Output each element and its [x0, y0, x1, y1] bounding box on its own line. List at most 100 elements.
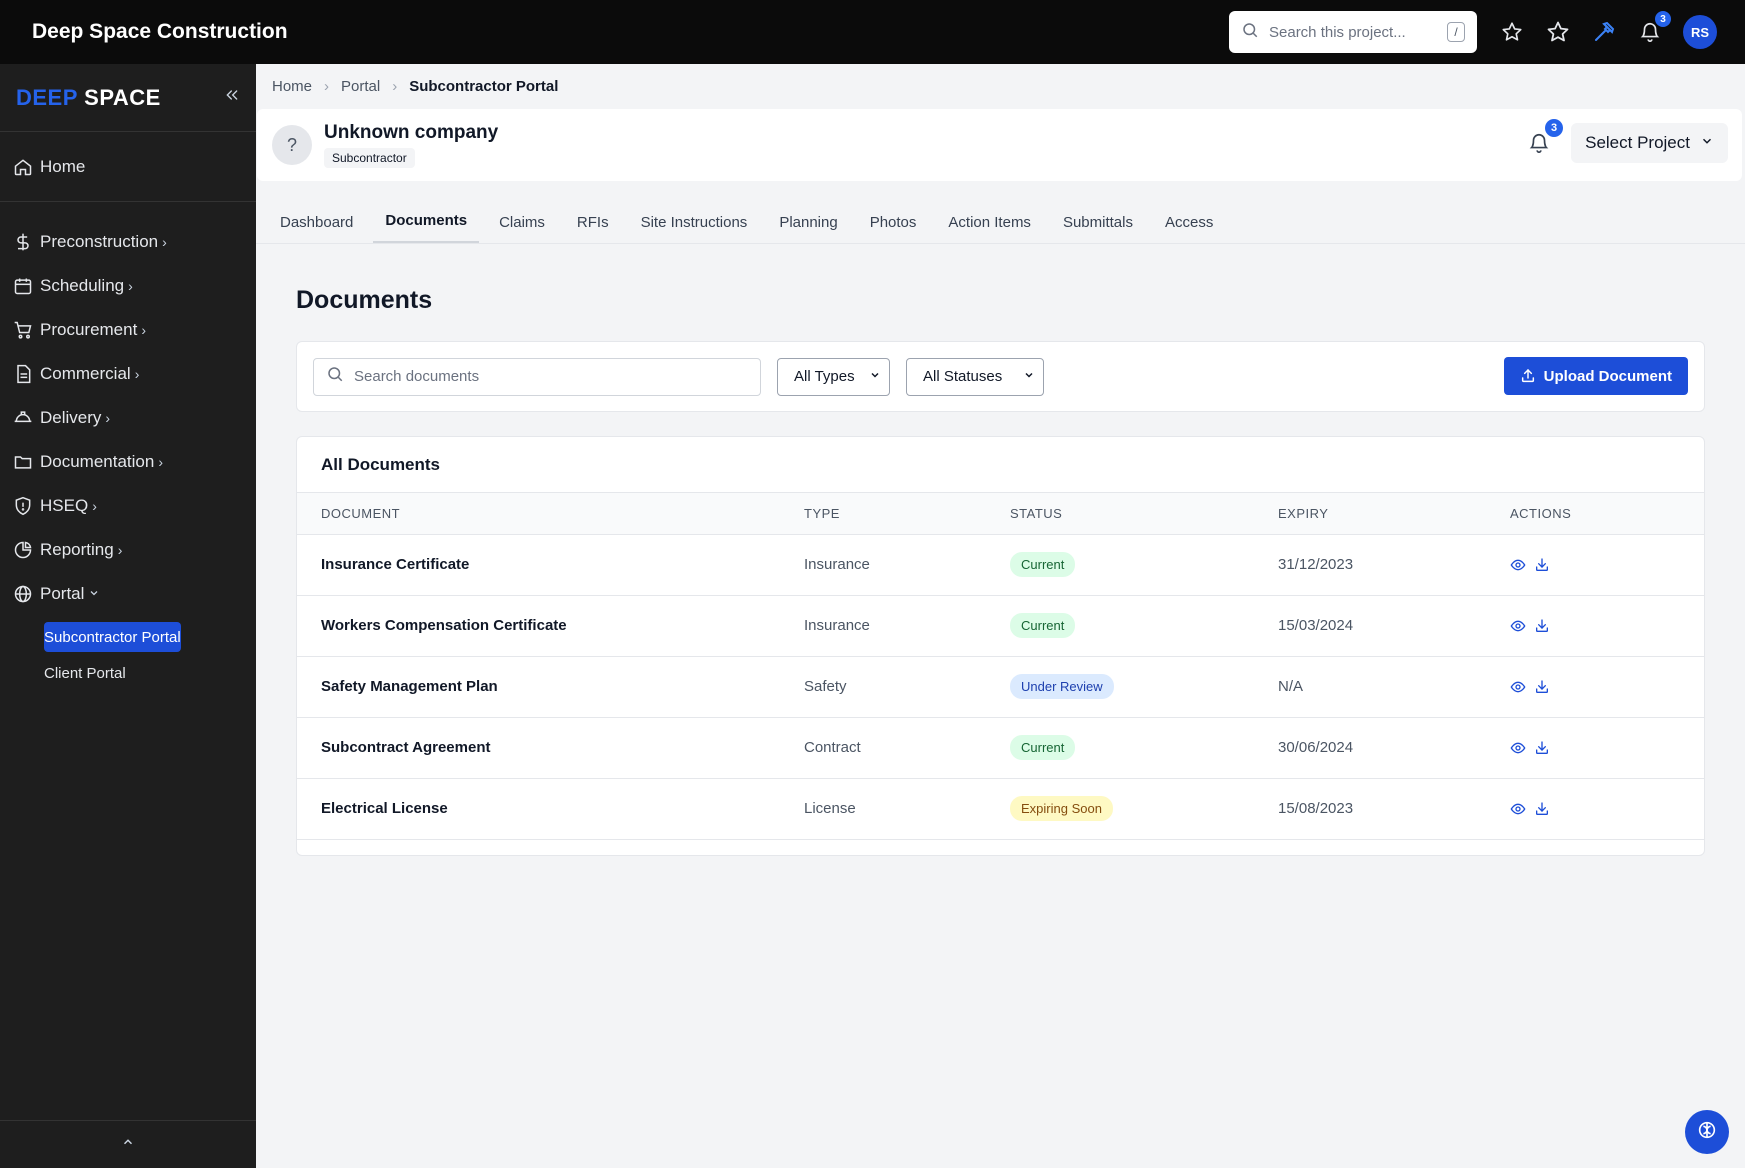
sidebar-item-delivery[interactable]: Delivery ›: [0, 396, 256, 440]
breadcrumb-home[interactable]: Home: [272, 77, 313, 95]
view-eye-icon[interactable]: [1510, 679, 1526, 695]
breadcrumb: Home › Portal › Subcontractor Portal: [256, 64, 1745, 108]
hammer-icon[interactable]: [1591, 19, 1617, 45]
chevron-down-icon: [869, 368, 881, 385]
document-name-cell: Subcontract Agreement: [321, 739, 491, 756]
sidebar-item-portal[interactable]: Portal: [0, 572, 256, 616]
assistant-fab-button[interactable]: [1685, 1110, 1729, 1154]
select-project-label: Select Project: [1585, 133, 1690, 152]
column-header-document: DOCUMENT: [321, 505, 401, 521]
sidebar-item-label: Commercial: [40, 364, 131, 383]
table-title: All Documents: [297, 437, 1704, 493]
upload-document-button[interactable]: Upload Document: [1503, 357, 1688, 395]
table-row[interactable]: Subcontract Agreement Contract Current 30/0…: [297, 717, 1704, 778]
table-row[interactable]: Electrical License License Expiring Soon 15…: [297, 778, 1704, 839]
column-header-actions: ACTIONS: [1510, 505, 1572, 521]
tab-access[interactable]: Access: [1164, 214, 1214, 231]
select-project-dropdown[interactable]: Select Project: [1571, 123, 1728, 163]
view-eye-icon[interactable]: [1510, 557, 1526, 573]
breadcrumb-portal[interactable]: Portal: [341, 77, 381, 95]
view-eye-icon[interactable]: [1510, 618, 1526, 634]
chevron-right-icon: ›: [105, 410, 111, 426]
tab-submittals[interactable]: Submittals: [1062, 214, 1133, 231]
project-search-input[interactable]: Search this project... /: [1229, 11, 1477, 53]
status-filter-select[interactable]: All Statuses: [906, 357, 1044, 396]
document-type-cell: Insurance: [804, 617, 870, 634]
collapse-sidebar-icon[interactable]: [224, 87, 240, 108]
download-icon[interactable]: [1534, 679, 1550, 695]
search-placeholder: Search documents: [354, 368, 480, 385]
company-avatar: ?: [272, 125, 312, 165]
chevron-down-icon: [1700, 133, 1714, 153]
filter-bar: Search documents All Types All Statuses …: [296, 341, 1705, 412]
table-row[interactable]: Quality Assurance PlanQualityRejectedN/A: [297, 839, 1704, 855]
sidebar-item-home[interactable]: Home: [0, 132, 256, 202]
tab-action-items[interactable]: Action Items: [948, 214, 1031, 231]
status-badge: Current: [1010, 613, 1076, 638]
notifications-bell-icon[interactable]: 3: [1637, 11, 1671, 45]
breadcrumb-current: Subcontractor Portal: [409, 77, 559, 95]
hard-hat-icon: [13, 408, 33, 428]
company-notifications-bell-icon[interactable]: 3: [1525, 119, 1564, 157]
globe-icon: [13, 584, 33, 604]
download-icon[interactable]: [1534, 618, 1550, 634]
sidebar-subitem-client-portal[interactable]: Client Portal: [44, 658, 256, 688]
document-expiry-cell: 31/12/2023: [1278, 556, 1354, 573]
document-expiry-cell: N/A: [1278, 839, 1510, 855]
upload-icon: [1520, 368, 1536, 384]
table-row[interactable]: Insurance Certificate Insurance Current 31/…: [297, 534, 1704, 595]
portal-tabs: Dashboard Documents Claims RFIs Site Ins…: [256, 192, 1745, 244]
download-icon[interactable]: [1534, 557, 1550, 573]
sidebar-subitem-subcontractor-portal[interactable]: Subcontractor Portal: [44, 622, 181, 652]
document-icon: [13, 364, 33, 384]
tab-documents[interactable]: Documents: [373, 212, 480, 243]
tab-rfis[interactable]: RFIs: [576, 214, 609, 231]
tab-photos[interactable]: Photos: [869, 214, 917, 231]
chevron-right-icon: ›: [92, 498, 97, 514]
star-outline-icon[interactable]: [1545, 19, 1571, 45]
user-avatar[interactable]: RS: [1683, 15, 1717, 49]
sidebar-item-reporting[interactable]: Reporting ›: [0, 528, 256, 572]
chevron-right-icon: ›: [392, 77, 398, 95]
tab-dashboard[interactable]: Dashboard: [280, 214, 354, 231]
table-row[interactable]: Workers Compensation Certificate Insuranc…: [297, 595, 1704, 656]
document-search-input[interactable]: Search documents: [313, 357, 761, 396]
tab-claims[interactable]: Claims: [499, 214, 545, 231]
chevron-right-icon: ›: [324, 77, 330, 95]
download-icon[interactable]: [1534, 740, 1550, 756]
sidebar-item-label: Home: [40, 156, 86, 176]
chevron-down-icon: [88, 586, 100, 602]
view-eye-icon[interactable]: [1510, 740, 1526, 756]
search-icon: [326, 365, 344, 388]
column-header-type: TYPE: [804, 505, 840, 521]
sidebar-item-commercial[interactable]: Commercial ›: [0, 352, 256, 396]
table-body: Insurance Certificate Insurance Current 31/…: [297, 534, 1704, 855]
company-header: ? Unknown company Subcontractor 3 Select…: [257, 109, 1742, 181]
star-icon[interactable]: [1499, 19, 1525, 45]
table-row[interactable]: Safety Management Plan Safety Under Review…: [297, 656, 1704, 717]
sidebar-footer: [0, 1120, 256, 1168]
sidebar-subitem-label: Subcontractor Portal: [44, 628, 181, 646]
sidebar-item-documentation[interactable]: Documentation ›: [0, 440, 256, 484]
sidebar-item-hseq[interactable]: HSEQ ›: [0, 484, 256, 528]
document-type-cell: Insurance: [804, 556, 870, 573]
chevron-up-icon[interactable]: [121, 1135, 135, 1154]
company-role-tag: Subcontractor: [324, 148, 415, 168]
tab-planning[interactable]: Planning: [779, 214, 838, 231]
tab-site-instructions[interactable]: Site Instructions: [640, 214, 748, 231]
status-badge: Current: [1010, 552, 1076, 577]
calendar-icon: [13, 276, 33, 296]
document-name-cell: Workers Compensation Certificate: [321, 617, 567, 634]
sidebar-item-scheduling[interactable]: Scheduling ›: [0, 264, 256, 308]
search-icon: [1241, 21, 1259, 44]
download-icon[interactable]: [1534, 801, 1550, 817]
sidebar-item-preconstruction[interactable]: Preconstruction ›: [0, 220, 256, 264]
view-eye-icon[interactable]: [1510, 801, 1526, 817]
sidebar-item-procurement[interactable]: Procurement ›: [0, 308, 256, 352]
sidebar-item-label: HSEQ: [40, 496, 89, 515]
company-name: Unknown company: [324, 122, 499, 143]
sidebar-item-label: Delivery: [40, 408, 102, 427]
type-filter-select[interactable]: All Types: [777, 357, 890, 396]
chevron-right-icon: ›: [158, 454, 164, 470]
document-type-cell: Quality: [804, 839, 1010, 855]
